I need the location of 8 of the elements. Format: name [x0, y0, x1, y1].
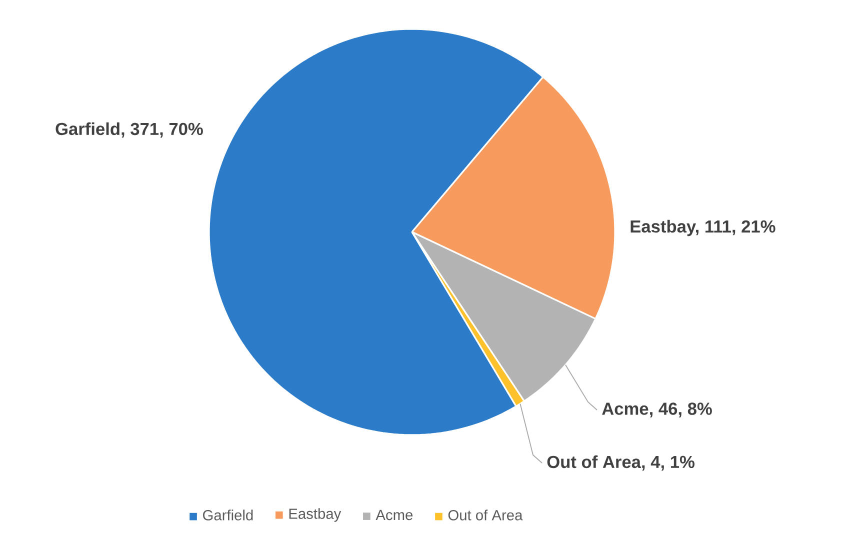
- legend-label: Eastbay: [289, 508, 342, 522]
- legend-label: Acme: [376, 510, 413, 520]
- data-label: Out of Area, 4, 1%: [547, 455, 694, 471]
- data-label: Eastbay, 111, 21%: [630, 220, 776, 236]
- legend-label: Out of Area: [448, 510, 523, 520]
- legend-label: Garfield: [203, 510, 253, 520]
- data-label: Garfield, 371, 70%: [56, 122, 203, 138]
- data-label: Acme, 46, 8%: [602, 402, 712, 418]
